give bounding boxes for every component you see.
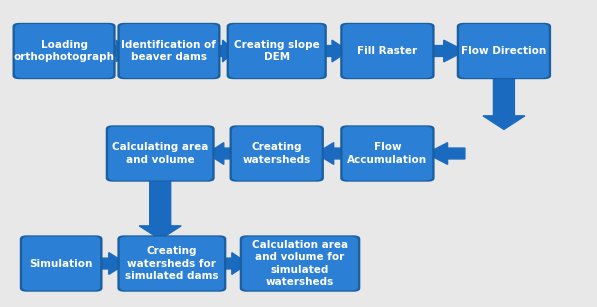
Text: Creating
watersheds for
simulated dams: Creating watersheds for simulated dams <box>125 246 219 281</box>
FancyBboxPatch shape <box>340 125 435 182</box>
Polygon shape <box>108 40 127 62</box>
FancyBboxPatch shape <box>340 23 435 79</box>
Text: Calculating area
and volume: Calculating area and volume <box>112 142 208 165</box>
Text: Simulation: Simulation <box>29 258 93 269</box>
FancyBboxPatch shape <box>20 235 103 292</box>
Polygon shape <box>316 143 349 164</box>
FancyBboxPatch shape <box>106 125 215 182</box>
FancyBboxPatch shape <box>229 125 324 182</box>
FancyBboxPatch shape <box>459 24 549 78</box>
FancyBboxPatch shape <box>227 23 327 79</box>
FancyBboxPatch shape <box>343 24 432 78</box>
Text: Flow
Accumulation: Flow Accumulation <box>347 142 427 165</box>
Polygon shape <box>207 143 238 164</box>
FancyBboxPatch shape <box>242 237 358 290</box>
FancyBboxPatch shape <box>108 126 213 181</box>
FancyBboxPatch shape <box>22 237 100 290</box>
Polygon shape <box>426 143 465 164</box>
Text: Calculation area
and volume for
simulated
watersheds: Calculation area and volume for simulate… <box>252 240 348 287</box>
FancyBboxPatch shape <box>232 126 322 181</box>
FancyBboxPatch shape <box>15 24 113 78</box>
Text: Loading
orthophotograph: Loading orthophotograph <box>14 40 115 62</box>
FancyBboxPatch shape <box>120 24 218 78</box>
Text: Creating slope
DEM: Creating slope DEM <box>234 40 319 62</box>
FancyBboxPatch shape <box>457 23 551 79</box>
Polygon shape <box>483 75 525 129</box>
Polygon shape <box>213 40 235 62</box>
FancyBboxPatch shape <box>343 126 432 181</box>
Polygon shape <box>219 253 248 274</box>
Polygon shape <box>319 40 349 62</box>
Polygon shape <box>426 40 465 62</box>
FancyBboxPatch shape <box>13 23 116 79</box>
FancyBboxPatch shape <box>229 24 325 78</box>
Text: Creating
watersheds: Creating watersheds <box>242 142 311 165</box>
FancyBboxPatch shape <box>240 235 361 292</box>
Text: Identification of
beaver dams: Identification of beaver dams <box>122 40 216 62</box>
FancyBboxPatch shape <box>118 235 226 292</box>
Polygon shape <box>139 177 181 239</box>
FancyBboxPatch shape <box>120 237 224 290</box>
Text: Flow Direction: Flow Direction <box>461 46 546 56</box>
Text: Fill Raster: Fill Raster <box>358 46 417 56</box>
Polygon shape <box>94 253 127 274</box>
FancyBboxPatch shape <box>118 23 220 79</box>
